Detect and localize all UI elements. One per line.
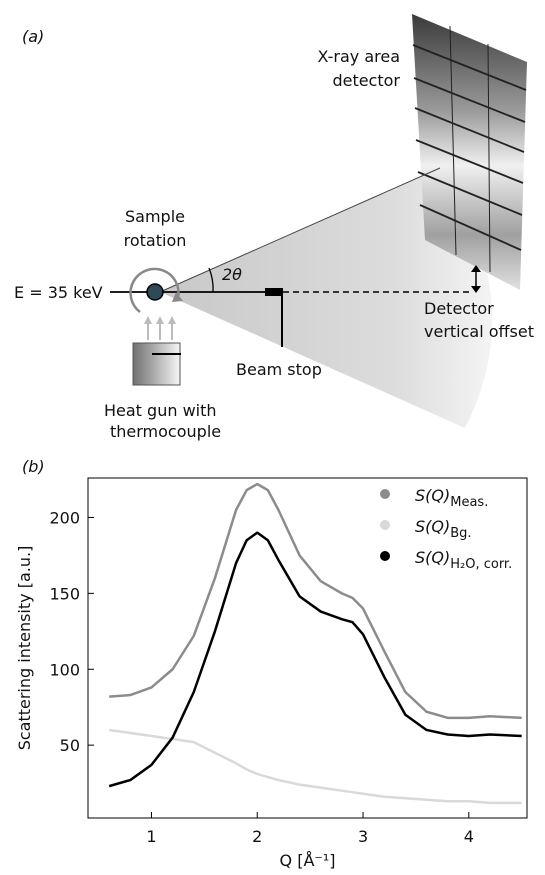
detector-grid [412,25,527,273]
scatter-cone [160,168,493,428]
sample [146,283,164,301]
legend-marker [380,489,390,499]
y-tick-label: 150 [49,584,80,603]
x-tick-label: 1 [146,827,156,846]
detector [412,14,527,290]
detector-label: X-ray area [317,47,400,66]
beam-stop [265,288,283,296]
heat-arrow-heads [144,316,176,324]
y-tick-label: 100 [49,660,80,679]
panel-a: (a) X-ray area detector Sample rotation … [14,14,534,441]
plot-frame [87,477,528,819]
legend-label: S(Q)Bg. [415,517,472,541]
cone-edge [159,167,441,293]
legend-subscript: Meas. [450,495,488,510]
panel-label: (b) [22,457,45,476]
energy-label: E = 35 keV [14,283,103,302]
angle-label: 2θ [222,265,242,284]
beamstop-label: Beam stop [236,360,322,379]
heatgun-label: Heat gun with [104,401,217,420]
data-line [108,531,522,788]
panel-label: (a) [22,27,44,46]
rotation-label: rotation [124,231,187,250]
x-tick-label: 3 [358,827,368,846]
legend-label: S(Q)H₂O, corr. [415,548,512,572]
y-tick-label: 200 [49,508,80,527]
legend-subscript: Bg. [450,526,471,541]
data-line [109,482,522,720]
y-axis-label: Scattering intensity [a.u.] [15,546,34,751]
data-line [108,728,522,805]
rotation-arrow [129,267,180,313]
y-tick-label: 50 [60,736,80,755]
legend-label: S(Q)Meas. [415,486,488,510]
heatgun-label: thermocouple [110,422,221,441]
offset-arrow-heads [471,265,481,293]
legend-subscript: H₂O, corr. [450,557,512,572]
legend-name: S(Q) [415,517,450,536]
legend-name: S(Q) [415,548,450,567]
angle-arc [208,267,214,293]
offset-label: vertical offset [424,322,534,341]
legend-marker [380,551,390,561]
x-tick-label: 4 [464,827,474,846]
offset-label: Detector [424,299,494,318]
panel-b: (b) 1 2 3 4 50 100 150 200 Q [Å⁻¹] Scattering inte… [15,457,528,870]
rotation-label: Sample [125,207,185,226]
heat-gun [132,342,181,386]
rotation-arrow-head [172,292,183,302]
heat-arrows [147,322,173,340]
legend-name: S(Q) [415,486,450,505]
x-tick-label: 2 [252,827,262,846]
legend-marker [380,520,390,530]
detector-label: detector [332,71,400,90]
x-axis-label: Q [Å⁻¹] [280,851,336,870]
